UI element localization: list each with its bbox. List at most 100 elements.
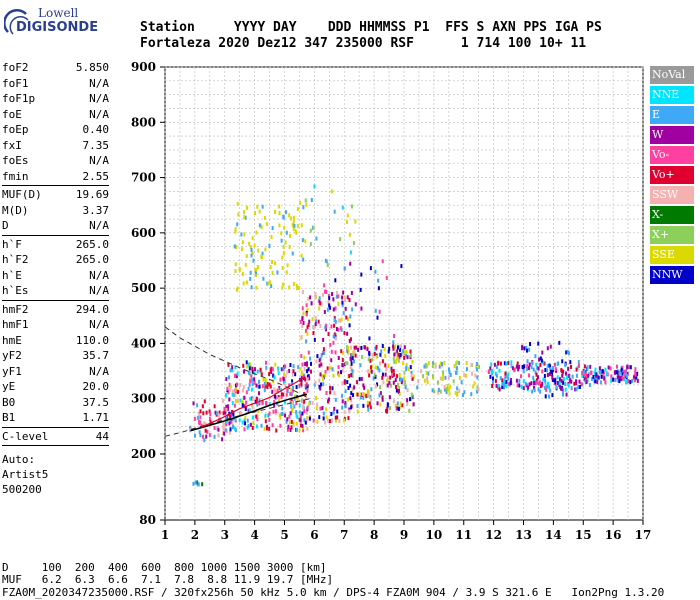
echo-point bbox=[620, 367, 623, 372]
echo-point bbox=[339, 237, 342, 242]
echo-point bbox=[231, 368, 234, 373]
echo-point bbox=[406, 401, 409, 406]
param-row: h`F 265.0 bbox=[2, 237, 109, 253]
echo-point bbox=[376, 382, 379, 387]
echo-point bbox=[603, 376, 606, 381]
echo-point bbox=[241, 420, 244, 425]
echo-point bbox=[251, 405, 254, 410]
echo-point bbox=[427, 371, 430, 376]
echo-point bbox=[282, 392, 285, 397]
echo-point bbox=[273, 403, 276, 408]
echo-point bbox=[309, 356, 312, 361]
echo-point bbox=[277, 401, 280, 406]
echo-point bbox=[295, 385, 298, 390]
echo-point bbox=[540, 358, 543, 363]
echo-point bbox=[246, 364, 249, 369]
echo-point bbox=[338, 419, 341, 424]
echo-point bbox=[321, 292, 324, 297]
echo-point bbox=[214, 410, 217, 415]
echo-point bbox=[543, 373, 546, 378]
echo-point bbox=[232, 412, 235, 417]
echo-point bbox=[567, 383, 570, 388]
echo-point bbox=[495, 373, 498, 378]
echo-point bbox=[330, 324, 333, 329]
echo-point bbox=[410, 392, 413, 397]
echo-point bbox=[374, 308, 377, 313]
echo-point bbox=[584, 370, 587, 375]
echo-point bbox=[409, 397, 412, 402]
x-tick-label: 4 bbox=[250, 528, 258, 542]
echo-point bbox=[460, 380, 463, 385]
x-tick-label: 12 bbox=[485, 528, 502, 542]
echo-point bbox=[271, 423, 274, 428]
echo-point bbox=[358, 377, 361, 382]
echo-point bbox=[266, 381, 269, 386]
echo-point bbox=[507, 376, 510, 381]
echo-point bbox=[322, 382, 325, 387]
echo-point bbox=[337, 327, 340, 332]
echo-point bbox=[347, 397, 350, 402]
echo-cloud bbox=[233, 200, 305, 292]
echo-point bbox=[386, 406, 389, 411]
echo-point bbox=[301, 362, 304, 367]
echo-point bbox=[377, 278, 380, 283]
echo-point bbox=[395, 388, 398, 393]
echo-point bbox=[280, 367, 283, 372]
echo-point bbox=[322, 375, 325, 380]
echo-point bbox=[208, 409, 211, 414]
echo-point bbox=[305, 395, 308, 400]
echo-point bbox=[411, 376, 414, 381]
echo-point bbox=[362, 403, 365, 408]
param-row: foF2 5.850 bbox=[2, 60, 109, 76]
echo-point bbox=[226, 386, 229, 391]
echo-point bbox=[504, 371, 507, 376]
param-value: N/A bbox=[89, 76, 109, 90]
echo-point bbox=[290, 382, 293, 387]
echo-point bbox=[392, 399, 395, 404]
param-value: 44 bbox=[95, 429, 109, 443]
echo-point bbox=[604, 367, 607, 372]
echo-point bbox=[351, 373, 354, 378]
echo-point bbox=[405, 362, 408, 367]
echo-point bbox=[397, 388, 400, 393]
echo-point bbox=[536, 365, 539, 370]
echo-point bbox=[548, 363, 551, 368]
echo-point bbox=[473, 381, 476, 386]
echo-point bbox=[309, 228, 312, 233]
echo-point bbox=[446, 383, 449, 388]
echo-point bbox=[573, 381, 576, 386]
echo-point bbox=[354, 353, 357, 358]
echo-point bbox=[260, 224, 263, 229]
echo-point bbox=[396, 401, 399, 406]
echo-point bbox=[243, 427, 246, 432]
echo-point bbox=[318, 363, 321, 368]
echo-point bbox=[420, 369, 423, 374]
echo-point bbox=[405, 352, 408, 357]
echo-point bbox=[305, 312, 308, 317]
echo-point bbox=[255, 267, 258, 272]
echo-point bbox=[300, 354, 303, 359]
echo-point bbox=[471, 371, 474, 376]
echo-point bbox=[283, 382, 286, 387]
echo-point bbox=[346, 213, 349, 218]
echo-point bbox=[370, 369, 373, 374]
echo-point bbox=[560, 386, 563, 391]
param-value: N/A bbox=[89, 318, 109, 331]
echo-point bbox=[452, 379, 455, 384]
echo-point bbox=[228, 382, 231, 387]
echo-cloud bbox=[323, 259, 403, 357]
echo-point bbox=[352, 359, 355, 364]
echo-point bbox=[258, 384, 261, 389]
echo-point bbox=[295, 284, 298, 289]
echo-point bbox=[344, 404, 347, 409]
echo-point bbox=[381, 359, 384, 364]
echo-point bbox=[281, 411, 284, 416]
echo-point bbox=[527, 366, 530, 371]
echo-point bbox=[439, 361, 442, 366]
autoscaling-info: Auto: Artist5 500200 bbox=[2, 452, 109, 497]
echo-point bbox=[347, 385, 350, 390]
echo-point bbox=[337, 302, 340, 307]
echo-point bbox=[299, 414, 302, 419]
echo-point bbox=[255, 285, 258, 290]
echo-point bbox=[535, 372, 538, 377]
